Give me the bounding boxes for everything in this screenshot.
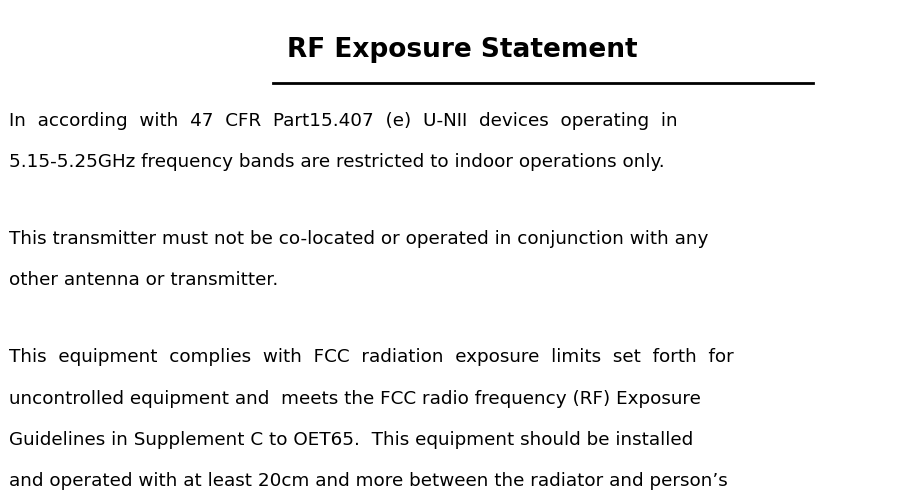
Text: In  according  with  47  CFR  Part15.407  (e)  U-NII  devices  operating  in: In according with 47 CFR Part15.407 (e) … [9,112,678,130]
Text: and operated with at least 20cm and more between the radiator and person’s: and operated with at least 20cm and more… [9,472,728,490]
Text: other antenna or transmitter.: other antenna or transmitter. [9,271,278,289]
Text: This transmitter must not be co-located or operated in conjunction with any: This transmitter must not be co-located … [9,230,709,248]
Text: RF Exposure Statement: RF Exposure Statement [286,37,638,63]
Text: Guidelines in Supplement C to OET65.  This equipment should be installed: Guidelines in Supplement C to OET65. Thi… [9,431,694,449]
Text: This  equipment  complies  with  FCC  radiation  exposure  limits  set  forth  f: This equipment complies with FCC radiati… [9,348,734,366]
Text: 5.15-5.25GHz frequency bands are restricted to indoor operations only.: 5.15-5.25GHz frequency bands are restric… [9,153,665,171]
Text: uncontrolled equipment and  meets the FCC radio frequency (RF) Exposure: uncontrolled equipment and meets the FCC… [9,390,701,408]
